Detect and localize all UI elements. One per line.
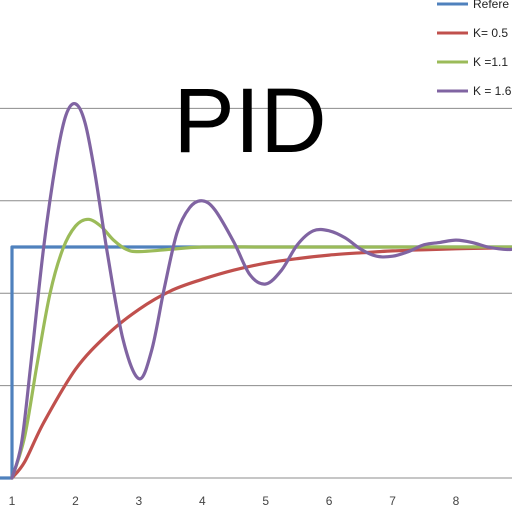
legend: Refere K= 0.5 K =1.1 K = 1.6 (437, 0, 512, 98)
x-tick-labels: 1 2 3 4 5 6 7 8 (9, 494, 460, 508)
x-tick-label: 8 (453, 494, 460, 508)
x-tick-label: 4 (199, 494, 206, 508)
x-tick-label: 2 (72, 494, 79, 508)
legend-label-1: K= 0.5 (473, 26, 508, 40)
legend-label-0: Refere (473, 0, 509, 11)
legend-label-3: K = 1.6 (473, 84, 512, 98)
series-line-2 (10, 217, 512, 480)
x-tick-label: 3 (136, 494, 143, 508)
x-tick-label: 7 (389, 494, 396, 508)
series-line-3 (10, 102, 512, 480)
gridlines (0, 107, 512, 479)
x-tick-label: 5 (262, 494, 269, 508)
legend-label-2: K =1.1 (473, 55, 508, 69)
x-tick-label: 6 (326, 494, 333, 508)
series-lines (0, 102, 512, 480)
chart-title: PID (173, 70, 326, 172)
series-line-1 (10, 246, 512, 480)
x-tick-label: 1 (9, 494, 16, 508)
